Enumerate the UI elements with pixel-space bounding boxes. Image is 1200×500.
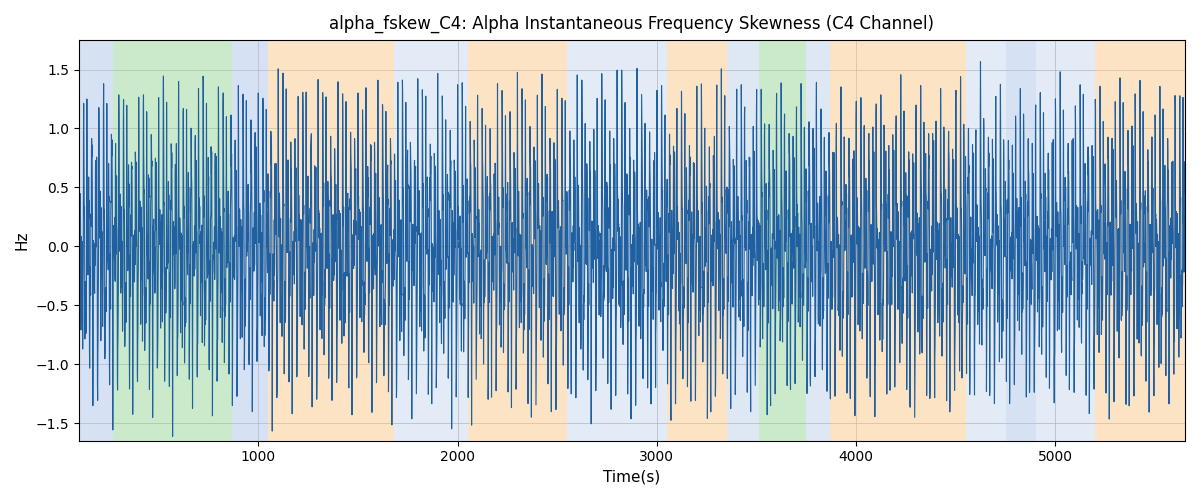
Bar xyxy=(113,40,233,440)
Y-axis label: Hz: Hz xyxy=(14,230,30,250)
Bar xyxy=(667,40,727,440)
Title: alpha_fskew_C4: Alpha Instantaneous Frequency Skewness (C4 Channel): alpha_fskew_C4: Alpha Instantaneous Freq… xyxy=(330,15,935,34)
Bar xyxy=(394,40,468,440)
X-axis label: Time(s): Time(s) xyxy=(604,470,660,485)
Bar xyxy=(79,40,113,440)
Bar xyxy=(1006,40,1036,440)
Bar xyxy=(830,40,966,440)
Bar xyxy=(1096,40,1186,440)
Bar xyxy=(758,40,806,440)
Bar xyxy=(806,40,830,440)
Bar xyxy=(269,40,394,440)
Bar xyxy=(468,40,568,440)
Bar xyxy=(233,40,269,440)
Bar xyxy=(568,40,667,440)
Bar xyxy=(1036,40,1096,440)
Bar xyxy=(966,40,1006,440)
Bar xyxy=(727,40,758,440)
